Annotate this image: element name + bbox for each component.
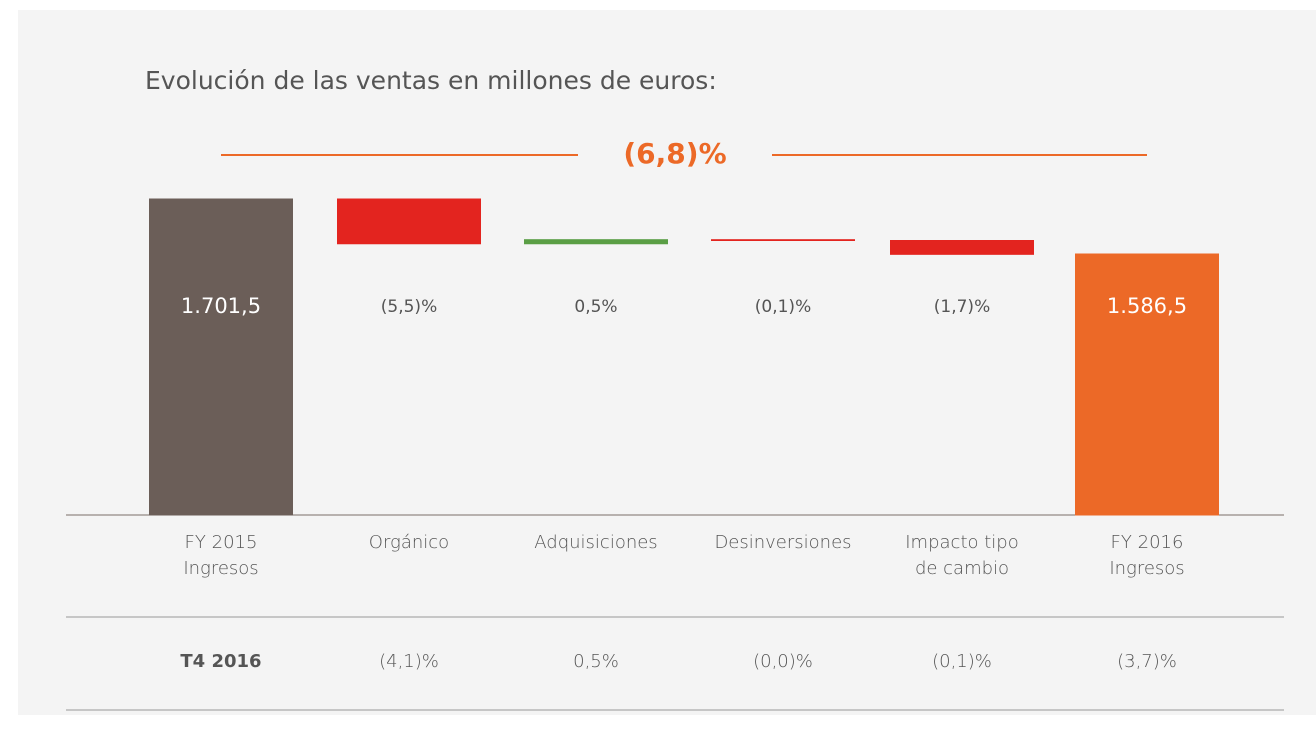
table-cell: (0,1)% <box>932 651 992 672</box>
x-tick-label: FY 2015 Ingresos <box>183 532 259 579</box>
bar <box>524 239 668 245</box>
bar <box>149 198 293 516</box>
value-label: 1.701,5 <box>181 294 261 318</box>
x-tick-label: FY 2016 Ingresos <box>1109 532 1185 579</box>
bar <box>1075 253 1219 516</box>
row-header: T4 2016 <box>180 651 262 672</box>
value-label: 1.586,5 <box>1107 294 1187 318</box>
bar <box>711 239 855 242</box>
bar <box>337 198 481 245</box>
x-tick-label: Impacto tipo de cambio <box>905 532 1019 579</box>
value-label: (1,7)% <box>934 297 990 317</box>
table-cell: 0,5% <box>573 651 619 672</box>
table-cell: (4,1)% <box>379 651 439 672</box>
value-label: (0,1)% <box>755 297 811 317</box>
x-tick-label: Desinversiones <box>714 532 852 553</box>
table-cell: (0,0)% <box>753 651 813 672</box>
x-tick-label: Orgánico <box>368 532 450 553</box>
x-tick-label: Adquisiciones <box>534 532 658 553</box>
table-cell: (3,7)% <box>1117 651 1177 672</box>
value-label: (5,5)% <box>381 297 437 317</box>
chart-title: Evolución de las ventas en millones de e… <box>145 66 717 95</box>
value-label: 0,5% <box>574 297 617 317</box>
bar <box>890 240 1034 255</box>
total-change: (6,8)% <box>623 137 726 170</box>
